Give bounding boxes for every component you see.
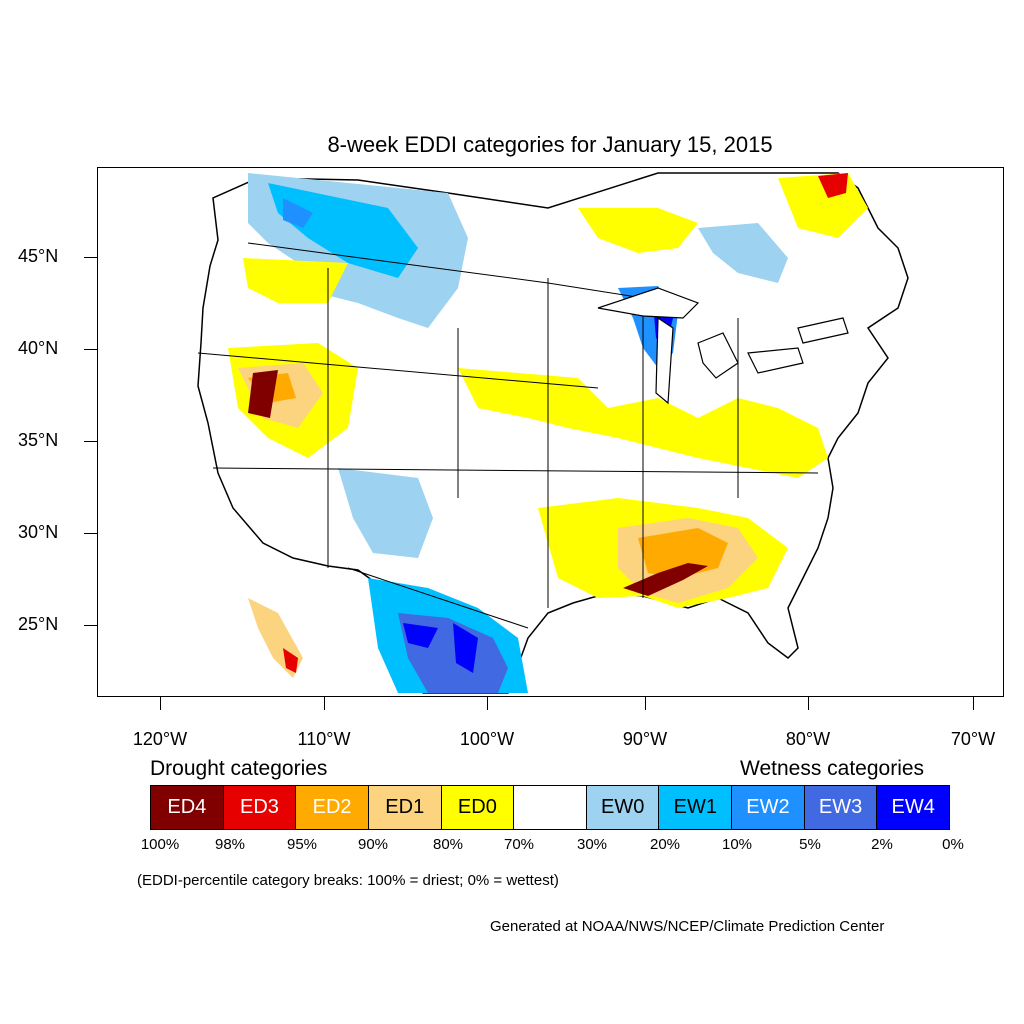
lon-label-120: 120°W — [132, 729, 188, 749]
eddi-map — [197, 172, 909, 694]
legend-label: EW2 — [746, 796, 790, 818]
lon-tick — [645, 697, 646, 710]
legend-label: ED1 — [385, 796, 425, 818]
lat-label-25: 25°N — [18, 614, 59, 634]
boundaries — [197, 242, 819, 629]
drought-heading: Drought categories — [150, 757, 328, 780]
lon-tick — [160, 697, 161, 710]
drought-regions — [228, 173, 868, 678]
category-colorbar: ED4 ED3 ED2 ED1 ED0 EW0 EW1 EW2 EW3 EW4 — [150, 785, 950, 830]
lat-label-45: 45°N — [18, 246, 59, 266]
break-label: 98% — [214, 836, 246, 853]
lon-tick — [487, 697, 488, 710]
legend-label: ED0 — [457, 796, 497, 818]
lat-tick — [84, 533, 97, 534]
lat-tick — [84, 625, 97, 626]
lon-tick — [973, 697, 974, 710]
break-label: 2% — [871, 836, 893, 853]
lat-tick — [84, 441, 97, 442]
lon-tick — [324, 697, 325, 710]
break-label: 20% — [649, 836, 681, 853]
break-label: 100% — [140, 836, 180, 853]
legend-box-ew2: EW2 — [732, 786, 805, 829]
map-area — [97, 167, 1004, 697]
legend-label: ED2 — [312, 796, 352, 818]
lon-label-100: 100°W — [459, 729, 515, 749]
break-label: 95% — [286, 836, 318, 853]
legend-box-ed4: ED4 — [151, 786, 224, 829]
lon-label-70: 70°W — [950, 729, 996, 749]
legend-box-neutral — [514, 786, 587, 829]
legend-box-ed0: ED0 — [441, 786, 515, 829]
legend-label: ED4 — [167, 796, 207, 818]
legend-box-ew4: EW4 — [877, 786, 950, 829]
legend-box-ew3: EW3 — [804, 786, 878, 829]
lon-label-110: 110°W — [297, 729, 351, 749]
break-label: 10% — [721, 836, 753, 853]
legend-box-ew0: EW0 — [586, 786, 660, 829]
break-label: 5% — [799, 836, 821, 853]
legend-label: EW3 — [818, 796, 863, 818]
lat-label-30: 30°N — [18, 522, 59, 542]
break-label: 0% — [942, 836, 964, 853]
great-lakes — [597, 287, 849, 405]
lat-label-40: 40°N — [18, 338, 59, 358]
lon-label-90: 90°W — [622, 729, 668, 749]
lat-tick — [84, 257, 97, 258]
break-label: 30% — [576, 836, 608, 853]
legend-box-ew1: EW1 — [659, 786, 733, 829]
legend-box-ed3: ED3 — [223, 786, 297, 829]
credit-line: Generated at NOAA/NWS/NCEP/Climate Predi… — [490, 918, 885, 935]
break-label: 70% — [503, 836, 535, 853]
break-label: 90% — [357, 836, 389, 853]
lat-tick — [84, 349, 97, 350]
legend-label: EW4 — [891, 796, 935, 818]
legend-label: ED3 — [240, 796, 279, 818]
legend-label: EW0 — [600, 796, 645, 818]
legend-box-ed2: ED2 — [296, 786, 369, 829]
legend-box-ed1: ED1 — [368, 786, 442, 829]
wetness-heading: Wetness categories — [740, 757, 925, 780]
lat-label-35: 35°N — [18, 430, 59, 450]
category-note: (EDDI-percentile category breaks: 100% =… — [137, 872, 559, 889]
lon-tick — [808, 697, 809, 710]
break-label: 80% — [432, 836, 464, 853]
map-title: 8-week EDDI categories for January 15, 2… — [327, 132, 773, 157]
lon-label-80: 80°W — [785, 729, 831, 749]
legend-label: EW1 — [673, 796, 717, 818]
